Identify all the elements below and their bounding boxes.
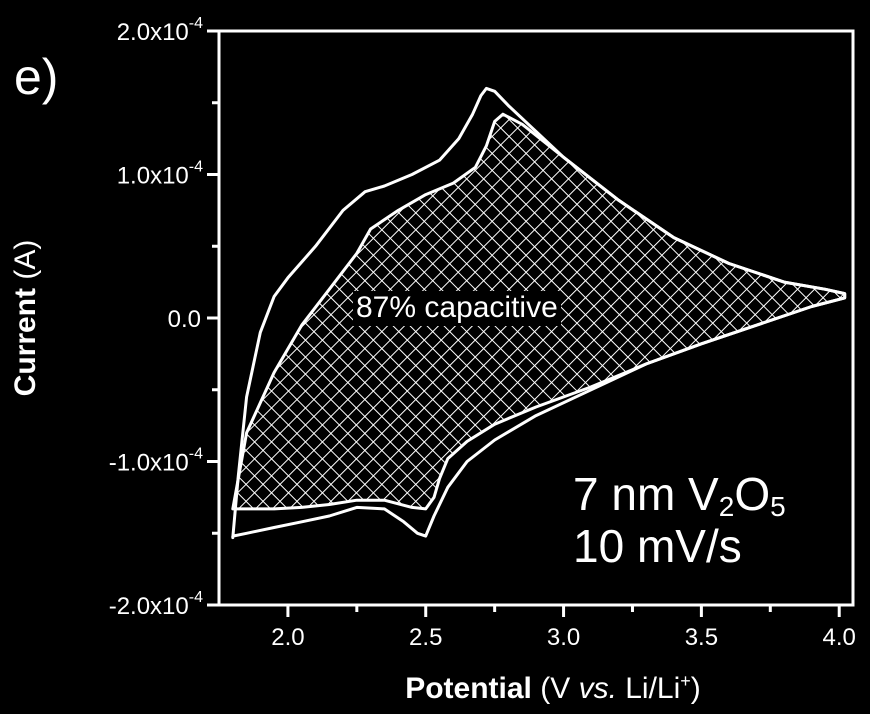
x-tick-label: 2.5: [409, 624, 442, 651]
panel-label: e): [14, 49, 59, 105]
x-axis-title-suffix: Li/Li: [616, 672, 681, 705]
x-axis-title-close: ): [690, 672, 701, 705]
y-tick-label: -2.0x10-4: [109, 589, 203, 620]
sample-annotation: 7 nm V2O5 10 mV/s: [573, 468, 786, 573]
x-tick-label: 2.0: [271, 624, 304, 651]
x-axis-title-main: Potential: [405, 672, 532, 705]
y-ticks: -2.0x10-4 -1.0x10-4 0.0 1.0x10-4 2.0x10-4: [109, 15, 219, 620]
sample-formula-sub2: 5: [770, 491, 786, 522]
y-tick-label: 1.0x10-4: [117, 159, 203, 190]
scan-rate: 10 mV/s: [573, 520, 742, 573]
x-axis-title-sup: +: [680, 671, 691, 691]
y-axis-title: Current (A): [9, 240, 43, 397]
x-axis-title: Potential (V vs. Li/Li+): [405, 671, 701, 706]
y-axis-title-main: Current: [9, 288, 42, 397]
capacitive-annotation: 87% capacitive: [353, 291, 561, 326]
x-ticks: 2.0 2.5 3.0 3.5 4.0: [271, 605, 856, 651]
x-tick-label: 3.5: [685, 624, 718, 651]
x-tick-label: 3.0: [547, 624, 580, 651]
sample-formula-prefix: 7 nm V: [573, 468, 719, 520]
x-tick-label: 4.0: [823, 624, 856, 651]
sample-formula-mid: O: [734, 468, 771, 520]
x-axis-title-prefix: (V: [540, 672, 579, 705]
sample-formula-sub1: 2: [718, 491, 735, 522]
y-tick-label: 2.0x10-4: [117, 15, 203, 46]
y-axis-title-unit: (A): [9, 239, 42, 280]
sample-formula: 7 nm V2O5: [573, 468, 786, 522]
x-axis-title-italic: vs.: [578, 672, 617, 705]
y-tick-label: 0.0: [168, 306, 201, 333]
y-tick-label: -1.0x10-4: [109, 446, 203, 477]
